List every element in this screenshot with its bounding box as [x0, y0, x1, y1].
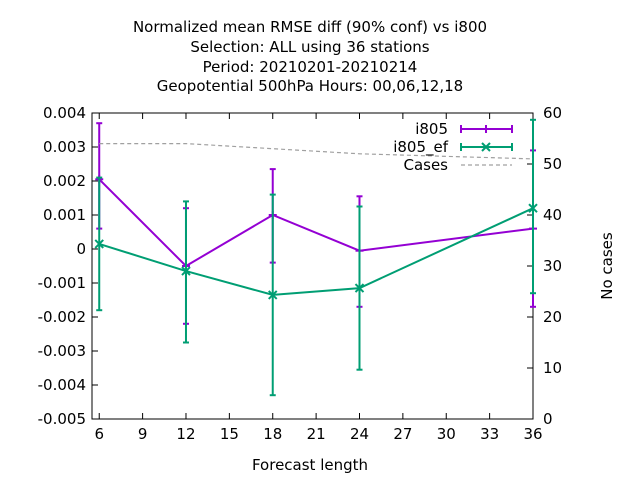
x-tick-label: 12	[176, 425, 195, 443]
series-layer	[94, 118, 538, 397]
y-tick-label: 0.001	[43, 206, 86, 224]
series-1	[94, 118, 538, 397]
data-point	[94, 239, 104, 249]
data-point	[528, 203, 538, 213]
y2-tick-label: 0	[543, 410, 553, 428]
title-line-4: Geopotential 500hPa Hours: 00,06,12,18	[157, 77, 463, 95]
x-tick-label: 27	[393, 425, 412, 443]
y2-axis-label: No cases	[598, 232, 616, 300]
y-tick-label: 0.004	[43, 104, 86, 122]
x-tick-label: 9	[138, 425, 148, 443]
series-2	[99, 143, 534, 160]
x-axis-label: Forecast length	[252, 456, 368, 474]
x-tick-label: 18	[263, 425, 282, 443]
y2-tick-label: 60	[543, 104, 562, 122]
y2-tick-label: 50	[543, 155, 562, 173]
y-tick-label: 0.002	[43, 172, 86, 190]
data-point	[354, 283, 365, 293]
y2-tick-label: 30	[543, 257, 562, 275]
y-tick-label: -0.003	[38, 342, 86, 360]
y-tick-label: 0	[76, 240, 86, 258]
x-tick-label: 33	[480, 425, 499, 443]
y-tick-label: -0.004	[38, 376, 86, 394]
title-line-1: Normalized mean RMSE diff (90% conf) vs …	[133, 18, 487, 36]
series-line	[98, 207, 534, 296]
series-0	[95, 122, 537, 325]
y-tick-label: 0.003	[43, 138, 86, 156]
legend-label: i805	[415, 120, 448, 138]
data-point	[181, 266, 191, 276]
series-line	[98, 178, 534, 268]
plot-frame	[91, 112, 534, 420]
x-tick-label: 6	[94, 425, 104, 443]
x-tick-label: 36	[523, 425, 542, 443]
legend-marker	[481, 142, 491, 152]
y2-tick-label: 40	[543, 206, 562, 224]
y-tick-label: -0.005	[38, 410, 86, 428]
data-point	[268, 290, 278, 300]
title-line-2: Selection: ALL using 36 stations	[190, 38, 429, 56]
title-line-3: Period: 20210201-20210214	[203, 58, 418, 76]
x-tick-label: 24	[350, 425, 369, 443]
chart-title: Normalized mean RMSE diff (90% conf) vs …	[133, 18, 487, 95]
x-tick-label: 30	[437, 425, 456, 443]
series-line	[99, 143, 534, 160]
legend-label: Cases	[403, 156, 448, 174]
y-tick-label: -0.002	[38, 308, 86, 326]
y2-tick-label: 10	[543, 359, 562, 377]
x-tick-label: 15	[220, 425, 239, 443]
axis-ticks: 6 9 12 15 18 21 24 27 30 33 36 0.004 0.003 0.002 0.001…	[38, 104, 562, 443]
y2-tick-label: 20	[543, 308, 562, 326]
y-tick-label: -0.001	[38, 274, 86, 292]
legend-label: i805_ef	[393, 138, 449, 157]
x-tick-label: 21	[307, 425, 326, 443]
